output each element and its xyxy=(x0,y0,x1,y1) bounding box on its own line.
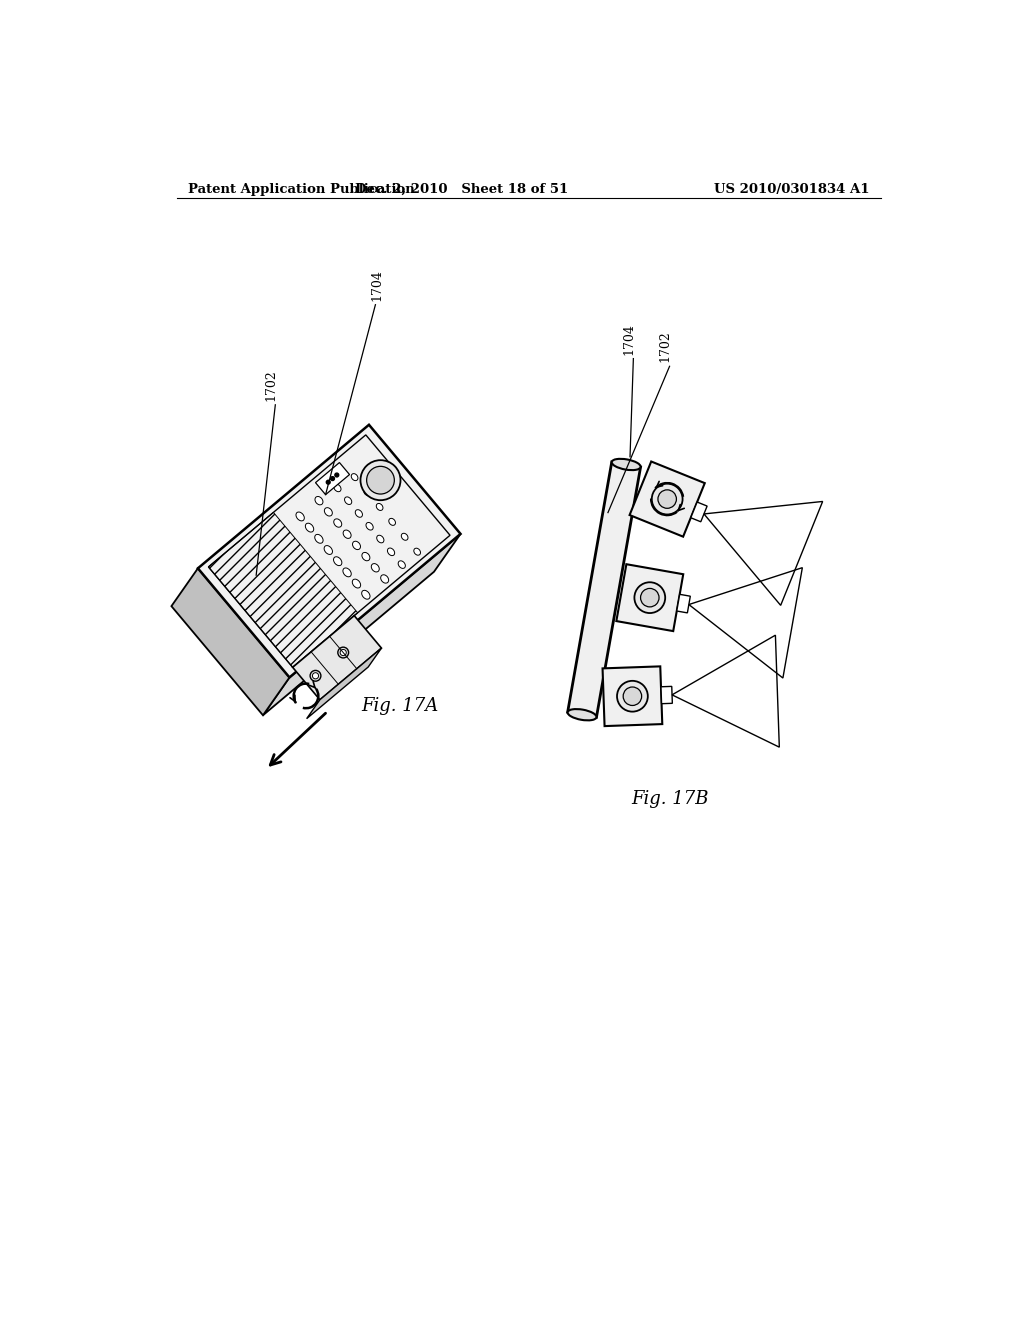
Ellipse shape xyxy=(414,548,421,556)
Ellipse shape xyxy=(567,709,597,721)
Polygon shape xyxy=(306,648,382,718)
Circle shape xyxy=(340,649,346,656)
Circle shape xyxy=(641,589,659,607)
Ellipse shape xyxy=(325,508,333,516)
Polygon shape xyxy=(567,462,641,717)
Circle shape xyxy=(310,671,321,681)
Ellipse shape xyxy=(315,496,323,504)
Polygon shape xyxy=(616,564,683,631)
Ellipse shape xyxy=(381,574,389,583)
Ellipse shape xyxy=(398,561,406,569)
Ellipse shape xyxy=(372,564,379,572)
Circle shape xyxy=(367,466,394,494)
Text: Fig. 17B: Fig. 17B xyxy=(631,789,709,808)
Polygon shape xyxy=(677,594,690,612)
Circle shape xyxy=(338,647,348,657)
Ellipse shape xyxy=(325,545,333,554)
Ellipse shape xyxy=(389,519,395,525)
Ellipse shape xyxy=(343,568,351,577)
Polygon shape xyxy=(630,462,705,537)
Ellipse shape xyxy=(361,590,370,599)
Ellipse shape xyxy=(376,503,383,511)
Ellipse shape xyxy=(611,459,641,470)
Circle shape xyxy=(652,483,683,515)
Circle shape xyxy=(617,681,648,711)
Text: US 2010/0301834 A1: US 2010/0301834 A1 xyxy=(715,183,869,197)
Ellipse shape xyxy=(351,474,358,480)
Ellipse shape xyxy=(352,541,360,549)
Ellipse shape xyxy=(296,512,304,521)
Ellipse shape xyxy=(352,579,360,587)
Circle shape xyxy=(658,490,677,508)
Ellipse shape xyxy=(334,519,342,527)
Text: Patent Application Publication: Patent Application Publication xyxy=(188,183,415,197)
Text: 1702: 1702 xyxy=(658,331,672,363)
Ellipse shape xyxy=(305,523,313,532)
Circle shape xyxy=(331,477,335,480)
Text: Fig. 17A: Fig. 17A xyxy=(361,697,438,715)
Circle shape xyxy=(327,480,330,484)
Ellipse shape xyxy=(334,557,342,566)
Text: 1704: 1704 xyxy=(371,269,383,301)
Polygon shape xyxy=(293,615,382,700)
Ellipse shape xyxy=(344,496,351,504)
Polygon shape xyxy=(263,533,461,715)
Ellipse shape xyxy=(334,484,341,492)
Polygon shape xyxy=(198,425,461,677)
Ellipse shape xyxy=(355,510,362,517)
Ellipse shape xyxy=(387,548,394,556)
Polygon shape xyxy=(171,569,290,715)
Polygon shape xyxy=(315,462,349,495)
Ellipse shape xyxy=(364,488,371,495)
Circle shape xyxy=(335,473,339,477)
Circle shape xyxy=(635,582,666,612)
Circle shape xyxy=(360,461,400,500)
Polygon shape xyxy=(602,667,663,726)
Circle shape xyxy=(624,686,642,705)
Ellipse shape xyxy=(314,535,324,544)
Ellipse shape xyxy=(377,535,384,543)
Ellipse shape xyxy=(366,523,373,531)
Text: 1702: 1702 xyxy=(264,370,278,401)
Circle shape xyxy=(312,673,318,678)
Polygon shape xyxy=(660,686,673,704)
Ellipse shape xyxy=(343,531,351,539)
Text: 1704: 1704 xyxy=(623,323,635,355)
Ellipse shape xyxy=(361,552,370,561)
Polygon shape xyxy=(691,502,708,521)
Ellipse shape xyxy=(401,533,408,540)
Text: Dec. 2, 2010   Sheet 18 of 51: Dec. 2, 2010 Sheet 18 of 51 xyxy=(355,183,568,197)
